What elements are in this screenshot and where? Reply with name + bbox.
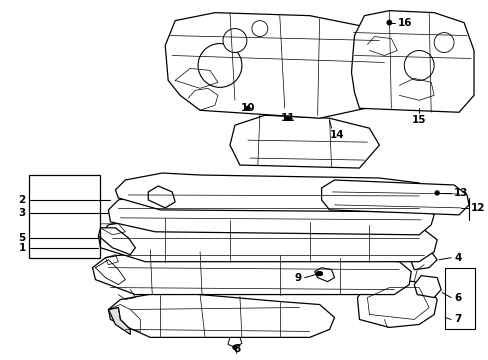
Circle shape — [251, 21, 267, 37]
Text: 15: 15 — [411, 115, 426, 125]
Polygon shape — [108, 292, 334, 337]
Circle shape — [404, 50, 433, 80]
Circle shape — [316, 272, 320, 276]
Circle shape — [386, 21, 391, 25]
Polygon shape — [413, 276, 440, 298]
Polygon shape — [115, 173, 430, 212]
Text: 13: 13 — [453, 188, 468, 198]
Circle shape — [318, 272, 322, 275]
Text: 14: 14 — [329, 130, 344, 140]
Polygon shape — [108, 193, 433, 235]
Circle shape — [245, 106, 249, 110]
Polygon shape — [229, 115, 379, 168]
Circle shape — [232, 345, 237, 349]
Text: 16: 16 — [397, 18, 411, 28]
Text: 7: 7 — [453, 314, 461, 324]
Polygon shape — [357, 280, 436, 328]
Polygon shape — [410, 252, 436, 270]
Polygon shape — [321, 180, 468, 215]
Polygon shape — [351, 11, 473, 112]
Text: 2: 2 — [19, 195, 26, 205]
Text: 9: 9 — [294, 273, 301, 283]
Circle shape — [198, 44, 242, 87]
Text: 4: 4 — [453, 253, 461, 263]
Circle shape — [433, 32, 453, 53]
Polygon shape — [92, 250, 410, 294]
Polygon shape — [314, 268, 334, 282]
Circle shape — [223, 28, 246, 53]
Polygon shape — [165, 13, 388, 118]
Text: 1: 1 — [19, 243, 26, 253]
Circle shape — [434, 191, 438, 195]
Polygon shape — [98, 218, 436, 262]
Polygon shape — [108, 307, 130, 334]
Text: 12: 12 — [470, 203, 485, 213]
Polygon shape — [98, 228, 135, 255]
Text: 11: 11 — [280, 113, 294, 123]
Text: 10: 10 — [240, 103, 255, 113]
Polygon shape — [148, 186, 175, 208]
Text: 8: 8 — [233, 344, 240, 354]
Text: 3: 3 — [19, 208, 26, 218]
Text: 5: 5 — [19, 233, 26, 243]
Text: 6: 6 — [453, 293, 460, 302]
Circle shape — [285, 116, 289, 120]
